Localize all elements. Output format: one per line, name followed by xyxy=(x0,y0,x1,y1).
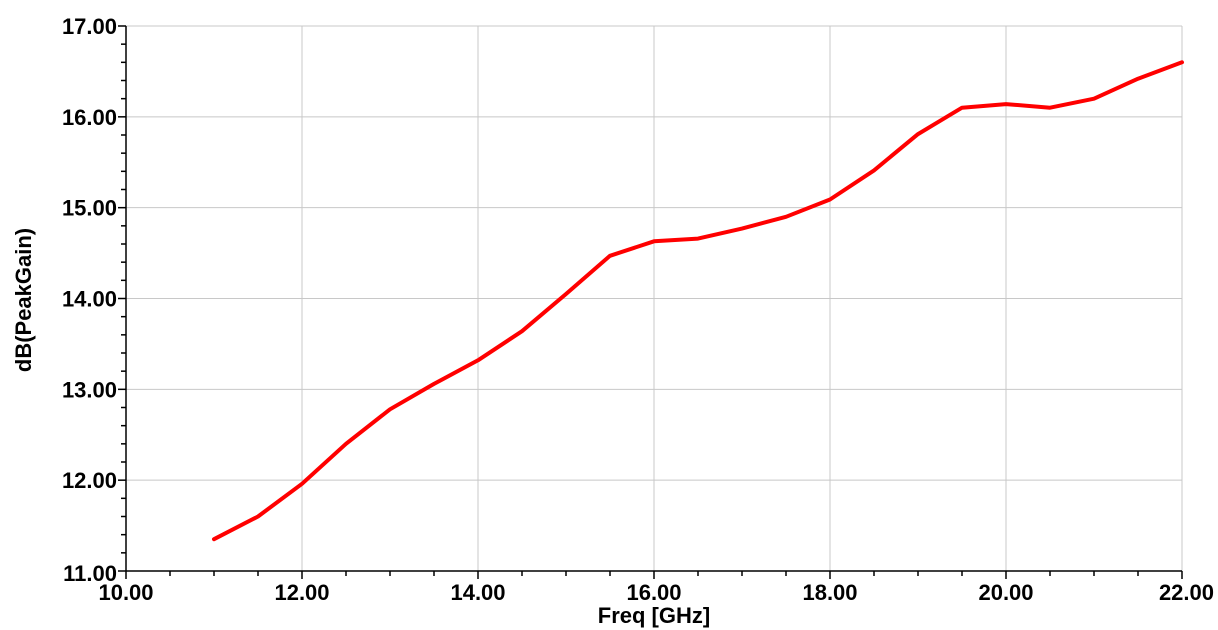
x-tick-label: 10.00 xyxy=(98,580,153,605)
x-tick-label: 12.00 xyxy=(274,580,329,605)
x-tick-label: 14.00 xyxy=(450,580,505,605)
grid xyxy=(126,25,1183,571)
x-tick-label: 18.00 xyxy=(802,580,857,605)
ticks xyxy=(118,25,1183,579)
tick-labels: 10.00 12.00 14.00 16.00 18.00 20.00 22.00 11.00… xyxy=(62,14,1214,605)
x-tick-label: 16.00 xyxy=(626,580,681,605)
y-tick-label: 16.00 xyxy=(62,105,117,130)
y-tick-label: 12.00 xyxy=(62,468,117,493)
y-tick-label: 17.00 xyxy=(62,14,117,39)
x-axis-title: Freq [GHz] xyxy=(598,603,710,628)
y-axis-title: dB(PeakGain) xyxy=(11,228,36,372)
y-tick-label: 15.00 xyxy=(62,196,117,221)
y-tick-label: 11.00 xyxy=(63,561,117,586)
y-tick-label: 13.00 xyxy=(62,377,117,402)
x-tick-label: 20.00 xyxy=(978,580,1033,605)
series xyxy=(212,60,1184,542)
x-tick-label: 22.00 xyxy=(1159,580,1214,605)
series-line xyxy=(212,60,1184,542)
y-tick-label: 14.00 xyxy=(62,287,117,312)
